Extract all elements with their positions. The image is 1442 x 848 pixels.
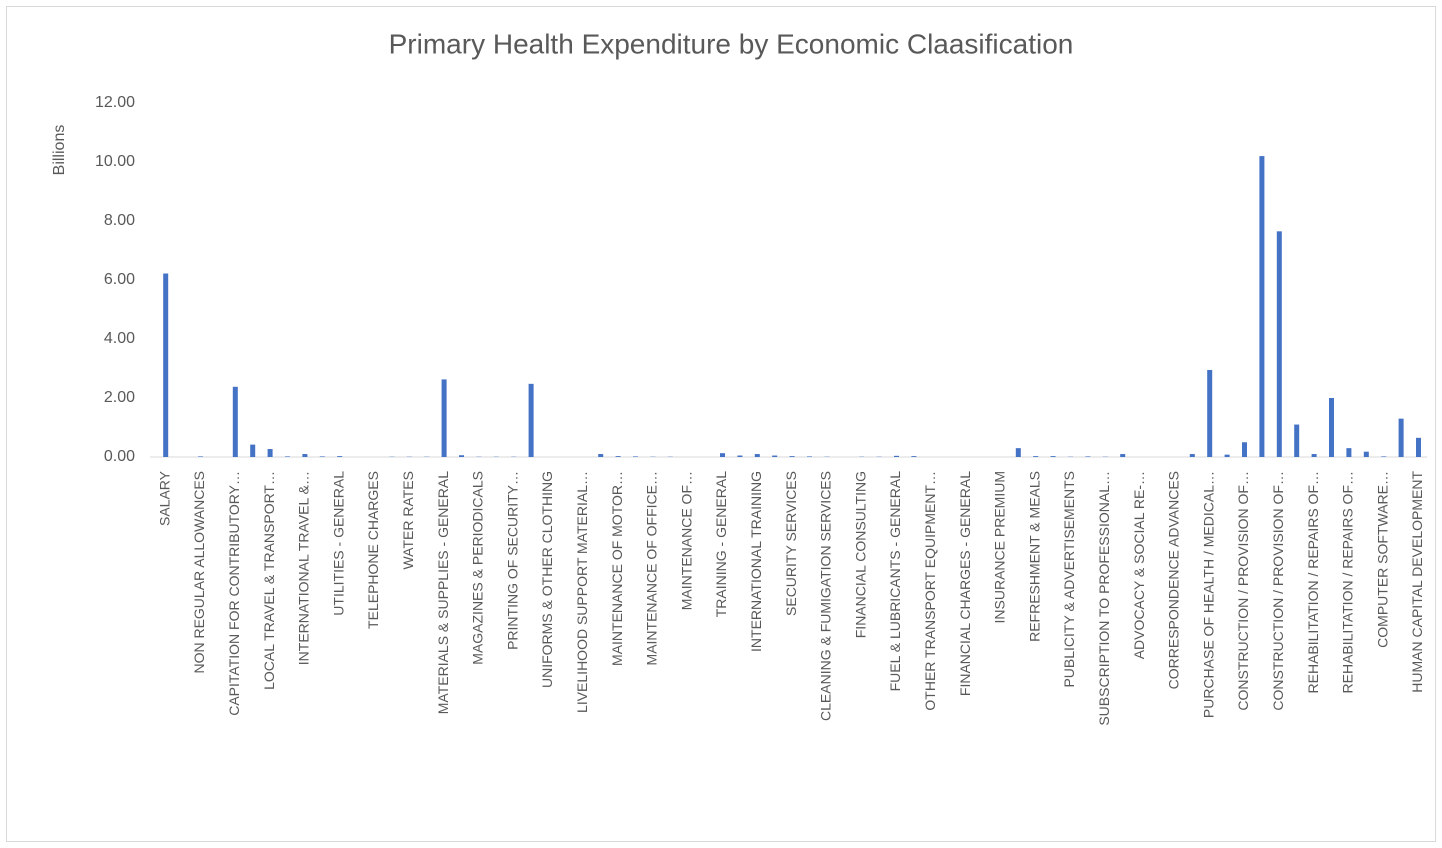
y-tick-label: 10.00 bbox=[95, 153, 135, 170]
x-tick-label: COMPUTER SOFTWARE… bbox=[1374, 471, 1390, 648]
chart-border bbox=[6, 6, 1436, 842]
bar bbox=[285, 456, 290, 457]
bar bbox=[754, 454, 760, 457]
bar bbox=[1120, 454, 1126, 457]
bar bbox=[337, 456, 343, 457]
x-tick-label: CONSTRUCTION / PROVISION OF… bbox=[1235, 471, 1251, 711]
bar bbox=[163, 273, 169, 457]
bar bbox=[1398, 418, 1404, 457]
bar bbox=[1311, 454, 1317, 457]
bar bbox=[789, 456, 795, 457]
x-tick-label: LIVELIHOOD SUPPORT MATERIAL… bbox=[574, 471, 590, 713]
x-tick-label: ADVOCACY & SOCIAL RE-… bbox=[1131, 471, 1147, 659]
x-tick-label: LOCAL TRAVEL & TRANSPORT… bbox=[261, 471, 277, 690]
x-tick-label: REHABILITATION / REPAIRS OF… bbox=[1305, 471, 1321, 693]
x-tick-label: MAINTENANCE OF… bbox=[678, 471, 694, 610]
y-tick-label: 2.00 bbox=[104, 389, 135, 406]
x-tick-label: PRINTING OF SECURITY… bbox=[504, 471, 520, 650]
x-tick-label: UTILITIES - GENERAL bbox=[330, 471, 346, 616]
bar bbox=[615, 456, 621, 457]
x-tick-label: CLEANING & FUMIGATION SERVICES bbox=[818, 471, 834, 721]
bar bbox=[911, 456, 917, 457]
bar bbox=[302, 454, 308, 457]
bar bbox=[198, 456, 203, 457]
x-tick-label: UNIFORMS & OTHER CLOTHING bbox=[539, 471, 555, 688]
x-tick-label: FINANCIAL CHARGES - GENERAL bbox=[957, 471, 973, 696]
y-tick-label: 8.00 bbox=[104, 212, 135, 229]
x-tick-label: REFRESHMENT & MEALS bbox=[1026, 471, 1042, 642]
bar bbox=[1085, 456, 1091, 457]
bar bbox=[633, 456, 638, 457]
bar bbox=[250, 444, 256, 457]
chart-title: Primary Health Expenditure by Economic C… bbox=[389, 28, 1074, 59]
x-tick-label: NON REGULAR ALLOWANCES bbox=[191, 471, 207, 674]
x-tick-label: INSURANCE PREMIUM bbox=[992, 471, 1008, 623]
bar bbox=[1033, 456, 1039, 457]
x-tick-label: TELEPHONE CHARGES bbox=[365, 471, 381, 629]
bar bbox=[1189, 454, 1195, 457]
x-tick-label: SECURITY SERVICES bbox=[783, 471, 799, 616]
y-axis-label: Billions bbox=[51, 125, 68, 176]
x-tick-label: PUBLICITY & ADVERTISEMENTS bbox=[1061, 471, 1077, 688]
bar bbox=[720, 453, 725, 457]
x-tick-label: MATERIALS & SUPPLIES - GENERAL bbox=[435, 471, 451, 714]
y-tick-label: 0.00 bbox=[104, 448, 135, 465]
y-tick-label: 12.00 bbox=[95, 94, 135, 111]
bar bbox=[319, 456, 325, 457]
bar bbox=[598, 454, 604, 457]
y-tick-label: 6.00 bbox=[104, 271, 135, 288]
bar bbox=[1224, 454, 1230, 457]
x-tick-label: MAGAZINES & PERIODICALS bbox=[470, 471, 486, 665]
x-tick-label: CORRESPONDENCE ADVANCES bbox=[1166, 471, 1182, 689]
x-tick-label: INTERNATIONAL TRAINING bbox=[748, 471, 764, 652]
x-tick-label: SUBSCRIPTION TO PROFESSIONAL… bbox=[1096, 471, 1112, 726]
bar bbox=[1207, 369, 1213, 457]
bar bbox=[528, 383, 534, 457]
x-tick-label: REHABILITATION / REPAIRS OF… bbox=[1340, 471, 1356, 693]
x-tick-label: FINANCIAL CONSULTING bbox=[852, 471, 868, 638]
bar bbox=[1050, 456, 1056, 457]
x-tick-label: WATER RATES bbox=[400, 471, 416, 570]
bar bbox=[1346, 448, 1352, 457]
bar bbox=[1259, 156, 1265, 457]
x-tick-label: PURCHASE OF HEALTH / MEDICAL… bbox=[1200, 471, 1216, 718]
x-tick-label: OTHER TRANSPORT EQUIPMENT… bbox=[922, 471, 938, 711]
x-tick-label: HUMAN CAPITAL DEVELOPMENT bbox=[1409, 471, 1425, 693]
x-tick-label: FUEL & LUBRICANTS - GENERAL bbox=[887, 471, 903, 692]
x-tick-label: CONSTRUCTION / PROVISION OF… bbox=[1270, 471, 1286, 711]
x-tick-label: INTERNATIONAL TRAVEL &… bbox=[296, 471, 312, 665]
bar bbox=[1276, 231, 1282, 457]
x-tick-label: CAPITATION FOR CONTRIBUTORY… bbox=[226, 471, 242, 716]
x-tick-label: MAINTENANCE OF OFFICE… bbox=[644, 471, 660, 665]
bar bbox=[894, 455, 899, 457]
bar bbox=[267, 449, 273, 457]
bar bbox=[1416, 437, 1421, 457]
x-tick-label: SALARY bbox=[156, 470, 172, 526]
x-tick-label: TRAINING - GENERAL bbox=[713, 471, 729, 617]
bar bbox=[441, 379, 447, 457]
bar bbox=[1294, 424, 1300, 457]
bar bbox=[737, 455, 743, 457]
bar bbox=[232, 386, 238, 457]
bar bbox=[1329, 398, 1334, 457]
bar bbox=[807, 456, 812, 457]
y-tick-label: 4.00 bbox=[104, 330, 135, 347]
bar bbox=[772, 455, 778, 457]
bar bbox=[1381, 456, 1387, 457]
bar bbox=[459, 455, 464, 457]
bar bbox=[1363, 451, 1369, 457]
bar bbox=[1015, 448, 1021, 457]
x-tick-label: MAINTENANCE OF MOTOR… bbox=[609, 471, 625, 666]
bar bbox=[1242, 442, 1247, 457]
